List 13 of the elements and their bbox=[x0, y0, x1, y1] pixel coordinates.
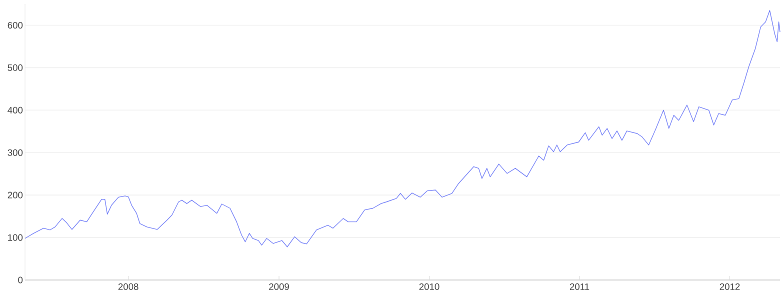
x-tick-label: 2009 bbox=[269, 283, 289, 290]
line-series bbox=[24, 10, 780, 248]
y-tick-label: 600 bbox=[8, 22, 23, 29]
x-tick-label: 2011 bbox=[570, 283, 590, 290]
y-tick-label: 400 bbox=[8, 106, 23, 114]
x-tick-label: 2010 bbox=[419, 283, 440, 290]
y-tick-label: 0 bbox=[18, 276, 23, 284]
x-tick-label: 2008 bbox=[118, 283, 138, 290]
y-tick-label: 500 bbox=[8, 64, 23, 71]
x-tick-label: 2012 bbox=[720, 283, 740, 290]
y-tick-label: 200 bbox=[8, 192, 23, 198]
y-tick-label: 100 bbox=[8, 234, 23, 241]
y-tick-label: 300 bbox=[8, 149, 23, 156]
